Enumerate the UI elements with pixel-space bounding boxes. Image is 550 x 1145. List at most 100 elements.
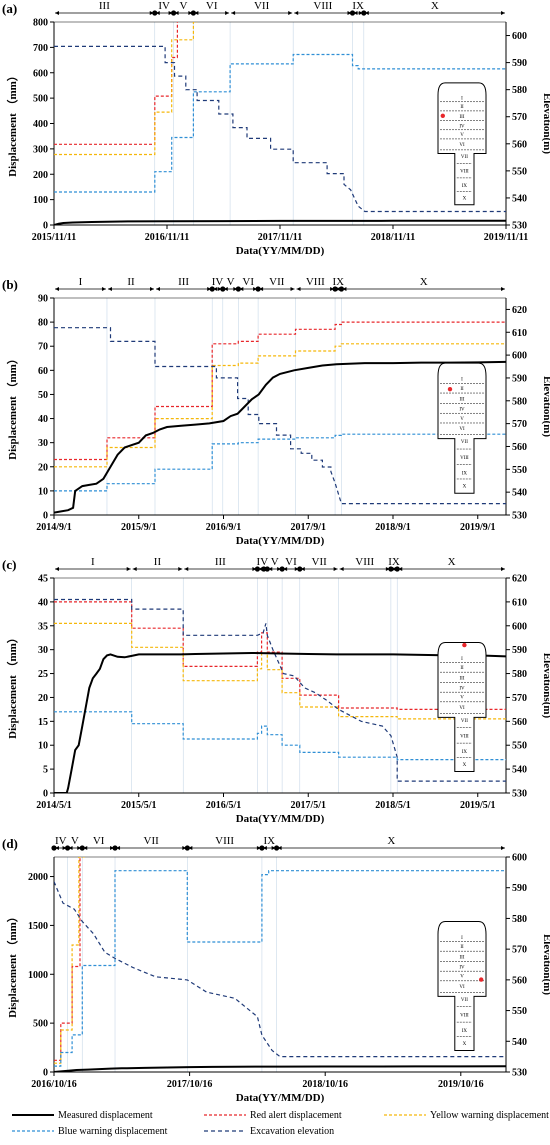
stage-label: I: [79, 276, 83, 288]
y2-tick-label: 550: [512, 166, 527, 177]
x-tick-label: 2016/5/1: [206, 800, 242, 811]
inset-layer-label: II: [460, 105, 464, 110]
y-tick-label: 30: [38, 645, 48, 656]
chart-panel-2: 0 5 10 15 20 25 30 35 40 45 530 540 550 560 570 580 590 6…: [2, 556, 550, 825]
stage-arrowhead: [501, 846, 505, 850]
inset-layer-label: VII: [461, 155, 468, 160]
stage-arrowhead: [184, 567, 189, 571]
stage-arrowhead: [342, 287, 347, 291]
y-tick-label: 40: [38, 414, 48, 425]
stage-arrowhead: [330, 287, 335, 291]
stage-arrowhead: [333, 567, 338, 571]
inset-layer-label: V: [460, 696, 464, 701]
stage-label: VIII: [355, 556, 374, 568]
y2-tick-label: 550: [512, 465, 527, 476]
inset-layer-label: VII: [461, 719, 468, 724]
y-tick-label: 300: [33, 144, 48, 155]
stage-arrowhead: [294, 11, 299, 15]
series-line-elev: [54, 45, 506, 213]
monitor-point: [462, 642, 467, 648]
legend-label: Measured displacement: [58, 1110, 153, 1121]
stage-label: IV: [158, 0, 170, 12]
x-tick-label: 2016/9/1: [206, 522, 242, 533]
y2-tick-label: 600: [512, 351, 527, 362]
stage-dot: [254, 566, 260, 572]
y-tick-label: 5: [43, 765, 48, 776]
y-tick-label: 700: [33, 43, 48, 54]
x-axis-label: Data(YY/MM/DD): [236, 535, 325, 547]
stage-dot: [259, 845, 265, 851]
stage-label: V: [227, 276, 235, 288]
inset-layer-label: I: [461, 378, 463, 383]
stage-label: IX: [332, 276, 344, 288]
stage-label: IV: [55, 835, 67, 847]
y2-tick-label: 540: [512, 193, 527, 204]
stage-arrowhead: [268, 567, 273, 571]
stage-dot: [332, 286, 338, 292]
stage-label: VI: [285, 556, 297, 568]
cavern-outline: [437, 362, 487, 494]
y-tick-label: 30: [38, 438, 48, 449]
stage-label: VII: [144, 835, 160, 847]
y-tick-label: 60: [38, 366, 48, 377]
inset-layer-label: III: [460, 676, 465, 681]
x-tick-label: 2018/10/16: [302, 1079, 348, 1090]
x-tick-label: 2015/11/11: [32, 232, 76, 243]
stage-label: V: [271, 556, 279, 568]
series-group: [54, 857, 506, 1072]
series-line-elev: [54, 881, 506, 1058]
y-tick-label: 90: [38, 294, 48, 305]
stage-arrowhead: [294, 567, 299, 571]
inset-layer-label: I: [461, 657, 463, 662]
stage-arrowhead: [256, 846, 261, 850]
x-tick-label: 2015/5/1: [121, 800, 157, 811]
legend-label: Excavation elevation: [250, 1126, 334, 1137]
stage-arrowhead: [239, 287, 244, 291]
stage-arrowhead: [288, 11, 293, 15]
stage-label: X: [387, 835, 395, 847]
series-line-measured: [54, 651, 506, 793]
series-line-elev: [54, 327, 506, 505]
y-tick-label: 10: [38, 741, 48, 752]
stage-dot: [209, 286, 215, 292]
y-tick-label: 40: [38, 597, 48, 608]
stage-arrowhead: [188, 11, 193, 15]
stage-label: III: [99, 0, 110, 12]
y2-tick-label: 570: [512, 693, 527, 704]
inset-layer-label: IV: [459, 125, 465, 130]
y2-tick-label: 550: [512, 1006, 527, 1017]
y-tick-label: 800: [33, 18, 48, 29]
y2-tick-label: 580: [512, 85, 527, 96]
x-axis-label: Data(YY/MM/DD): [236, 813, 325, 825]
stage-arrowhead: [149, 11, 154, 15]
y-tick-label: 500: [33, 1019, 48, 1030]
stage-dot: [349, 10, 356, 16]
y-tick-label: 1500: [28, 921, 48, 932]
y2-tick-label: 600: [512, 31, 527, 42]
inset-layer-label: VI: [459, 706, 465, 711]
inset-layer-label: VII: [461, 998, 468, 1003]
panel-label: (b): [2, 277, 18, 292]
y-tick-label: 25: [38, 669, 48, 680]
y2-tick-label: 550: [512, 741, 527, 752]
stage-arrowhead: [116, 846, 121, 850]
stage-label: V: [180, 0, 188, 12]
y2-tick-label: 600: [512, 853, 527, 864]
stage-arrowhead: [55, 846, 59, 850]
panel-label: (c): [2, 557, 16, 572]
y-tick-label: 1000: [28, 970, 48, 981]
inset-layer-label: VIII: [460, 734, 469, 739]
y2-tick-label: 540: [512, 765, 527, 776]
y2-tick-label: 530: [512, 1068, 527, 1079]
y2-tick-label: 580: [512, 669, 527, 680]
stage-label: VIII: [313, 0, 332, 12]
panel-label: (d): [2, 836, 18, 851]
inset-layer-label: X: [463, 196, 467, 201]
series-line-blue: [54, 53, 506, 193]
stage-arrowhead: [101, 287, 106, 291]
y-tick-label: 10: [38, 486, 48, 497]
x-tick-label: 2018/9/1: [375, 522, 411, 533]
x-tick-label: 2019/5/1: [460, 800, 496, 811]
y2-axis-label: Elevation(m): [541, 376, 550, 437]
